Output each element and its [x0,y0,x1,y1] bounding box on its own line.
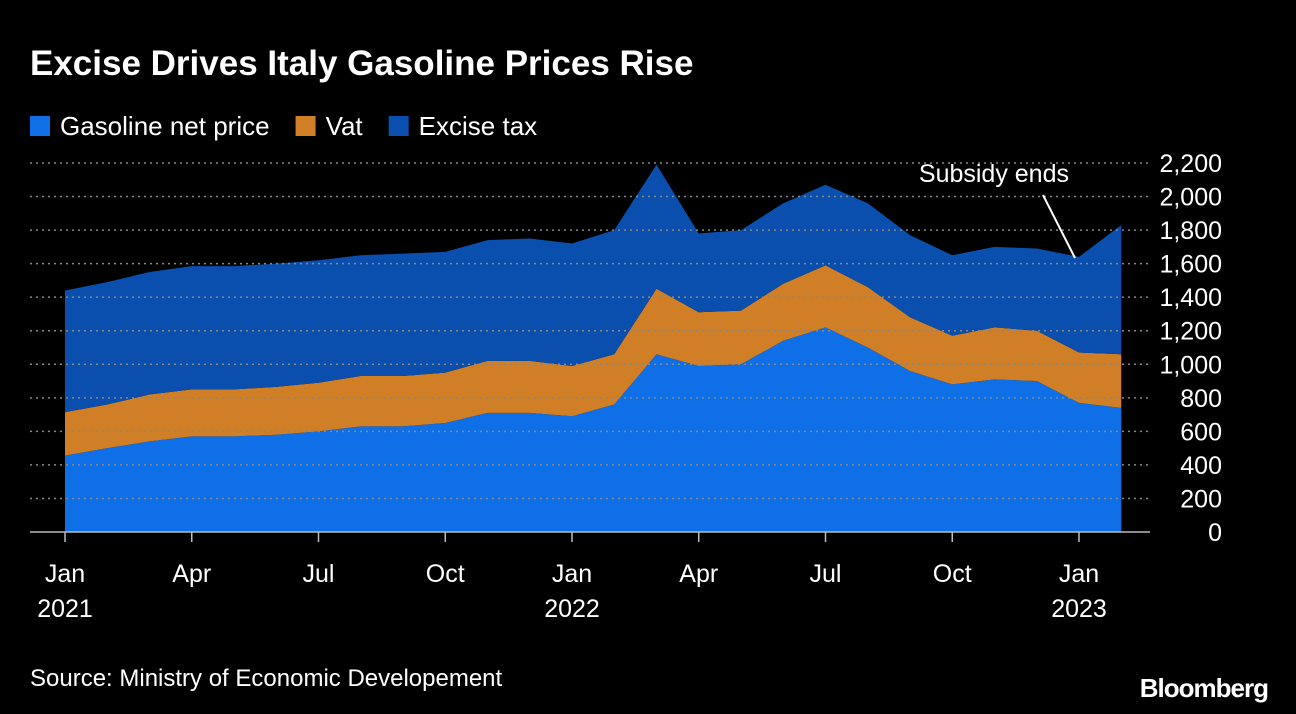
y-tick-label: 2,200 [1159,150,1222,178]
legend-swatch [388,116,409,136]
x-tick-label: Oct [426,560,465,588]
y-tick-label: 1,400 [1159,284,1222,312]
area [65,327,1122,532]
x-tick-label: Jul [303,560,335,588]
chart-title: Excise Drives Italy Gasoline Prices Rise [30,44,693,83]
x-tick-label: Jan 2022 [544,560,600,623]
legend-label: Excise tax [419,111,538,141]
y-tick-label: 400 [1180,452,1222,480]
y-tick-label: 1,000 [1159,351,1222,379]
legend-swatch [295,116,316,136]
y-tick-label: 800 [1180,385,1222,413]
x-tick-label: Jan 2023 [1051,560,1107,623]
x-tick-label: Apr [172,560,211,588]
annotation-line [1042,194,1076,259]
y-tick-label: 600 [1180,418,1222,446]
annotation: Subsidy ends [919,160,1069,188]
y-tick-label: 1,600 [1159,251,1222,279]
y-tick-label: 200 [1180,485,1222,513]
x-tick-label: Jul [810,560,842,588]
source: Source: Ministry of Economic Developemen… [30,665,503,692]
brand: Bloomberg [1140,673,1268,703]
legend-swatch [30,116,50,136]
area [65,164,1122,413]
y-tick-label: 1,200 [1159,318,1222,346]
x-tick-label: Apr [679,560,718,588]
x-tick-label: Jan 2021 [37,560,93,623]
y-tick-label: 2,000 [1159,184,1222,212]
area [65,265,1122,456]
y-tick-label: 0 [1208,519,1222,547]
x-tick-label: Oct [933,560,972,588]
legend-label: Gasoline net price [60,111,270,141]
y-tick-label: 1,800 [1159,217,1222,245]
legend-label: Vat [326,111,364,141]
